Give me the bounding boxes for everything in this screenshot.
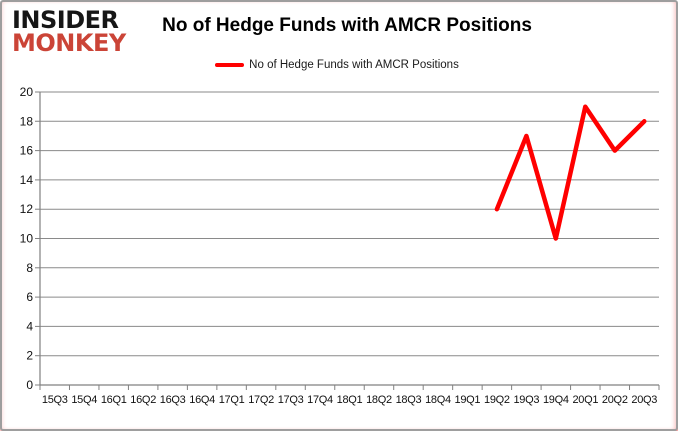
svg-text:18: 18 — [20, 114, 34, 128]
logo-text-monkey: MONKEY — [12, 29, 126, 57]
svg-text:19Q4: 19Q4 — [543, 394, 569, 406]
svg-text:16: 16 — [20, 144, 34, 158]
svg-text:18Q3: 18Q3 — [396, 394, 422, 406]
svg-text:17Q4: 17Q4 — [307, 394, 333, 406]
svg-text:12: 12 — [20, 202, 34, 216]
svg-text:16Q3: 16Q3 — [160, 394, 186, 406]
legend: No of Hedge Funds with AMCR Positions — [122, 57, 552, 73]
svg-text:17Q3: 17Q3 — [278, 394, 304, 406]
svg-text:15Q4: 15Q4 — [71, 394, 97, 406]
chart-title: No of Hedge Funds with AMCR Positions — [162, 15, 532, 36]
legend-line-marker — [215, 62, 245, 68]
svg-text:14: 14 — [20, 173, 34, 187]
svg-text:19Q3: 19Q3 — [513, 394, 539, 406]
svg-text:18Q2: 18Q2 — [366, 394, 392, 406]
svg-text:15Q3: 15Q3 — [42, 394, 68, 406]
svg-text:19Q1: 19Q1 — [455, 394, 481, 406]
svg-text:17Q1: 17Q1 — [219, 394, 245, 406]
svg-text:16Q4: 16Q4 — [189, 394, 215, 406]
svg-text:16Q1: 16Q1 — [101, 394, 127, 406]
svg-text:4: 4 — [26, 319, 33, 333]
svg-text:20Q2: 20Q2 — [602, 394, 628, 406]
svg-text:16Q2: 16Q2 — [130, 394, 156, 406]
svg-text:19Q2: 19Q2 — [484, 394, 510, 406]
logo-text-insider: INSIDER — [12, 6, 119, 34]
svg-text:2: 2 — [26, 349, 33, 363]
legend-label: No of Hedge Funds with AMCR Positions — [249, 59, 459, 71]
svg-text:8: 8 — [26, 261, 33, 275]
svg-text:20Q3: 20Q3 — [631, 394, 657, 406]
svg-text:0: 0 — [26, 378, 33, 392]
svg-text:18Q1: 18Q1 — [337, 394, 363, 406]
svg-text:20Q1: 20Q1 — [572, 394, 598, 406]
svg-text:17Q2: 17Q2 — [248, 394, 274, 406]
svg-text:18Q4: 18Q4 — [425, 394, 451, 406]
svg-text:6: 6 — [26, 290, 33, 304]
svg-text:20: 20 — [20, 85, 34, 99]
insider-monkey-logo: INSIDER MONKEY — [12, 6, 126, 57]
svg-text:10: 10 — [20, 232, 34, 246]
